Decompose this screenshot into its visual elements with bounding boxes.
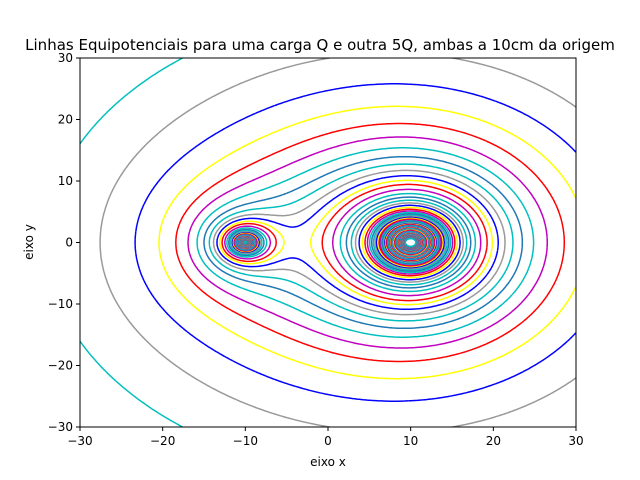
x-tick-label: 0: [324, 434, 332, 448]
x-tick-label: 30: [568, 434, 583, 448]
contour-line: [99, 58, 576, 427]
contour-line: [203, 155, 524, 330]
y-tick-label: −30: [48, 420, 73, 434]
contour-line: [243, 237, 417, 248]
contour-line: [227, 196, 472, 289]
contour-line: [230, 202, 464, 283]
y-tick-label: −20: [48, 359, 73, 373]
contour-line: [134, 83, 576, 402]
x-axis: −30 −20 −10 0 10 20 30: [67, 427, 584, 448]
contour-line: [216, 174, 499, 311]
x-axis-label: eixo x: [310, 455, 346, 469]
plot-frame: [79, 57, 577, 428]
contour-line: [175, 122, 566, 363]
contour-line: [224, 188, 482, 297]
x-tick-label: 10: [403, 434, 418, 448]
x-tick-label: 20: [486, 434, 501, 448]
contour-line: [229, 199, 468, 286]
contour-lines: [80, 58, 576, 427]
contour-line: [221, 183, 488, 302]
y-axis-label: eixo y: [22, 224, 36, 260]
y-tick-label: 0: [65, 236, 73, 250]
y-tick-label: 10: [58, 174, 73, 188]
contour-line: [208, 163, 514, 322]
x-tick-label: −10: [233, 434, 258, 448]
x-tick-label: −20: [150, 434, 175, 448]
contour-line: [218, 179, 494, 306]
y-tick-label: 20: [58, 113, 73, 127]
chart-title: Linhas Equipotenciais para uma carga Q e…: [25, 36, 615, 54]
contour-line: [212, 169, 506, 316]
contour-line: [196, 147, 535, 338]
contour-line: [80, 58, 183, 427]
contour-line: [187, 136, 549, 349]
y-axis: −30 −20 −10 0 10 20 30: [48, 51, 80, 434]
x-tick-label: −30: [67, 434, 92, 448]
y-tick-label: 30: [58, 51, 73, 65]
contour-line: [226, 192, 477, 293]
contour-line: [158, 105, 576, 380]
y-tick-label: −10: [48, 297, 73, 311]
